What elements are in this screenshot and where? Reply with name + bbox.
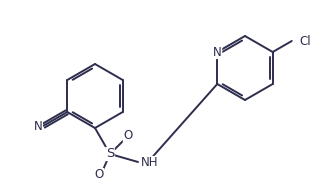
Text: O: O	[123, 129, 133, 142]
Text: Cl: Cl	[300, 34, 312, 47]
Text: N: N	[213, 46, 222, 59]
Text: S: S	[106, 147, 114, 161]
Text: O: O	[94, 169, 104, 182]
Text: NH: NH	[141, 156, 158, 169]
Text: N: N	[34, 121, 43, 134]
